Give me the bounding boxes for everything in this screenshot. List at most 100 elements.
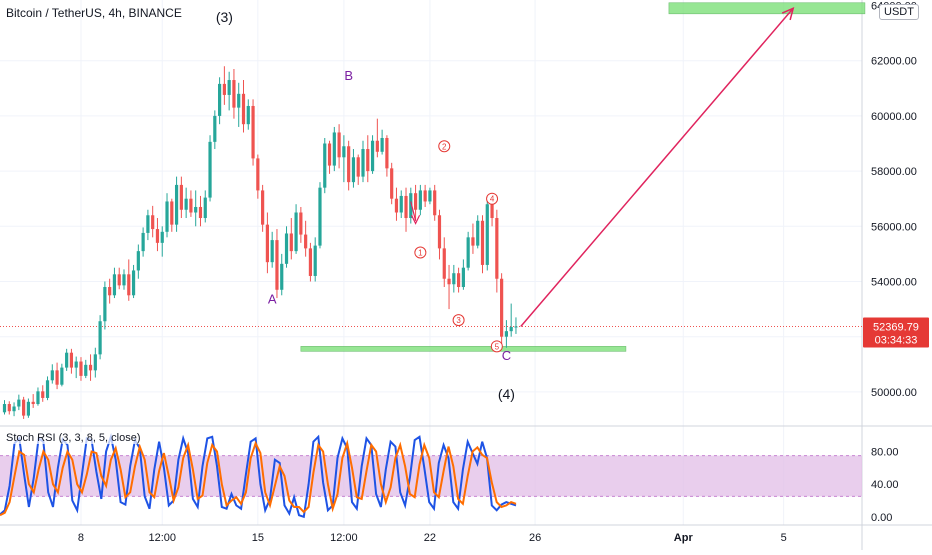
candle-body	[194, 206, 198, 213]
candle-body	[313, 245, 317, 276]
stoch-tick-label: 40.00	[871, 479, 899, 491]
candle-body	[270, 240, 274, 263]
price-tick-label: 58000.00	[871, 166, 917, 178]
candles	[2, 66, 518, 419]
candle-body	[299, 212, 303, 235]
candle-body	[256, 158, 260, 191]
wave-label-4: 4	[490, 195, 495, 204]
candle-body	[17, 399, 21, 407]
candle-body	[514, 326, 518, 328]
candle-body	[160, 231, 164, 243]
candle-body	[213, 115, 217, 142]
candle-body	[375, 140, 379, 152]
candle-body	[404, 195, 408, 219]
candle-body	[323, 143, 327, 188]
candle-body	[170, 201, 174, 225]
zones	[0, 2, 866, 352]
candle-body	[165, 201, 169, 232]
wave-label-1: 1	[418, 249, 423, 258]
candle-body	[476, 220, 480, 246]
candle-body	[447, 278, 451, 285]
price-badge-countdown: 03:34:33	[875, 334, 918, 346]
candle-body	[471, 237, 475, 246]
time-tick-label: 12:00	[148, 532, 176, 544]
candle-body	[103, 287, 107, 322]
candle-body	[351, 157, 356, 183]
candle-body	[442, 248, 446, 279]
candle-body	[399, 195, 403, 213]
candle-body	[179, 184, 183, 210]
candle-body	[232, 80, 236, 108]
candle-body	[41, 391, 45, 398]
candle-body	[380, 137, 384, 152]
candle-body	[452, 273, 456, 285]
candle-body	[203, 197, 207, 219]
candle-body	[356, 157, 360, 177]
indicator-label[interactable]: Stoch RSI (3, 3, 8, 5, close)	[6, 432, 141, 444]
down-arrow-head	[411, 214, 421, 225]
price-tick-label: 60000.00	[871, 111, 917, 123]
candle-body	[218, 83, 222, 116]
candle-body	[112, 274, 117, 296]
projection	[410, 6, 795, 327]
candle-body	[318, 187, 322, 246]
candle-body	[294, 212, 298, 252]
wave-label-4: (4)	[498, 386, 515, 402]
candle-body	[146, 215, 150, 233]
candle-body	[308, 248, 313, 276]
candle-body	[155, 229, 160, 243]
candle-body	[237, 93, 241, 108]
candle-body	[88, 364, 93, 371]
time-tick-label: 22	[424, 532, 436, 544]
candle-body	[304, 234, 308, 249]
candle-body	[151, 215, 155, 230]
candle-body	[208, 141, 212, 198]
candle-body	[117, 274, 121, 286]
candle-body	[509, 327, 513, 332]
candle-body	[12, 406, 16, 412]
candle-body	[261, 190, 265, 225]
wave-circle-2	[438, 140, 451, 153]
candle-body	[480, 220, 485, 265]
candle-body	[485, 204, 489, 265]
candle-body	[93, 354, 97, 371]
candle-body	[26, 401, 30, 416]
candle-body	[433, 190, 437, 216]
price-tick-label: 56000.00	[871, 221, 917, 233]
time-tick-label: 5	[781, 532, 787, 544]
candle-body	[490, 204, 494, 219]
candle-body	[457, 273, 461, 288]
stoch-tick-label: 0.00	[871, 512, 892, 524]
candle-body	[184, 198, 188, 210]
candle-body	[327, 143, 332, 166]
candle-body	[22, 399, 26, 416]
wave-circle-5	[490, 340, 503, 353]
candle-body	[74, 361, 78, 368]
candle-body	[275, 240, 279, 290]
candle-body	[69, 352, 74, 368]
candle-body	[413, 193, 418, 210]
candle-body	[251, 105, 255, 159]
candle-body	[466, 237, 470, 268]
candle-body	[409, 193, 413, 219]
price-badge	[863, 317, 929, 348]
currency-button[interactable]: USDT	[879, 4, 919, 20]
stoch-lines	[0, 432, 517, 519]
target-arrow	[520, 7, 794, 327]
time-tick-label: Apr	[674, 532, 694, 544]
candle-body	[495, 218, 499, 279]
candle-body	[55, 370, 59, 385]
candle-body	[108, 287, 112, 296]
price-tick-label: 50000.00	[871, 387, 917, 399]
stoch-k-line	[0, 432, 517, 519]
candle-body	[423, 190, 427, 202]
candle-body	[289, 233, 293, 252]
candle-body	[84, 364, 88, 376]
time-tick-label: 8	[78, 532, 84, 544]
support-zone	[300, 346, 627, 352]
wave-label-3: (3)	[216, 9, 233, 25]
stoch-d-line	[0, 439, 517, 517]
candle-body	[280, 263, 284, 290]
